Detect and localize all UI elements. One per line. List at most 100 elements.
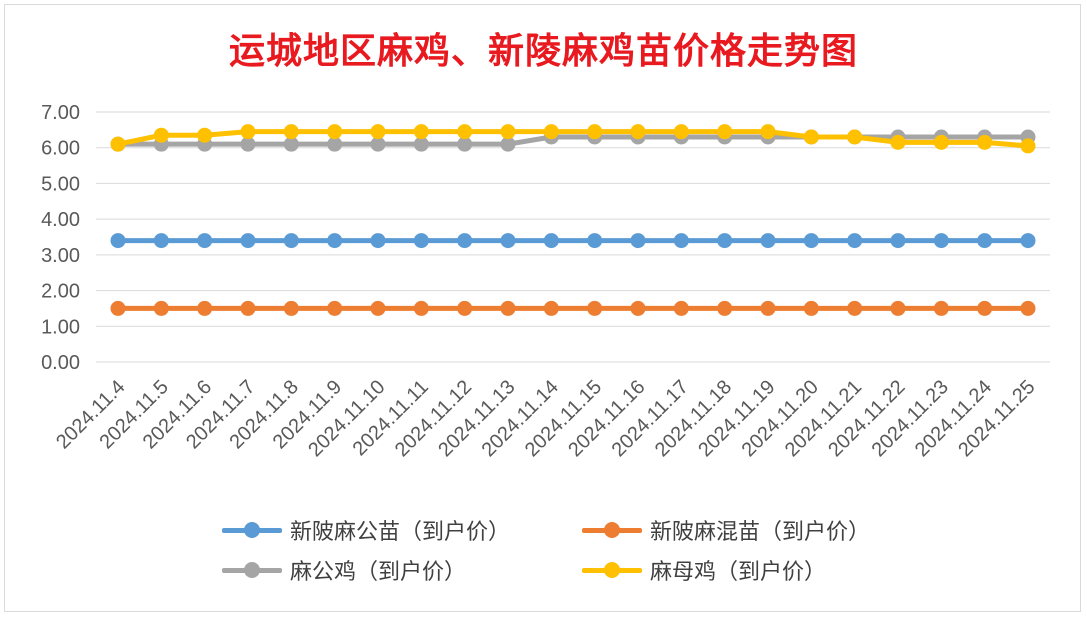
data-point <box>673 300 689 316</box>
y-tick-label: 2.00 <box>41 281 80 303</box>
data-point <box>543 233 559 249</box>
data-point <box>457 124 473 140</box>
data-point <box>977 134 993 150</box>
data-point <box>587 300 603 316</box>
data-point <box>370 300 386 316</box>
data-point <box>803 129 819 145</box>
data-point <box>110 300 126 316</box>
data-point <box>890 300 906 316</box>
data-point <box>500 124 516 140</box>
data-point <box>153 127 169 143</box>
data-point <box>327 124 343 140</box>
data-point <box>543 300 559 316</box>
y-tick-label: 3.00 <box>41 245 80 267</box>
data-point <box>110 136 126 152</box>
legend-item-series-3: 麻公鸡（到户价） <box>222 554 522 586</box>
data-point <box>283 300 299 316</box>
data-point <box>197 233 213 249</box>
y-tick-label: 7.00 <box>41 102 80 124</box>
data-point <box>890 134 906 150</box>
data-point <box>457 136 473 152</box>
data-point <box>717 233 733 249</box>
data-point <box>327 233 343 249</box>
series-line-4 <box>115 129 1031 149</box>
data-point <box>413 233 429 249</box>
data-point <box>543 124 559 140</box>
series-1 <box>110 233 1036 249</box>
series-layer <box>110 124 1036 316</box>
data-point <box>1020 138 1036 154</box>
legend-row-2: 麻公鸡（到户价） 麻母鸡（到户价） <box>222 554 856 586</box>
grid-layer <box>96 111 1050 363</box>
data-point <box>413 124 429 140</box>
data-point <box>197 300 213 316</box>
chart-title: 运城地区麻鸡、新陵麻鸡苗价格走势图 <box>228 30 858 72</box>
data-point <box>717 300 733 316</box>
legend-swatch-series-2 <box>582 520 642 540</box>
data-point <box>1020 233 1036 249</box>
data-point <box>327 300 343 316</box>
data-point <box>587 233 603 249</box>
data-point <box>630 300 646 316</box>
y-tick-label: 6.00 <box>41 138 80 160</box>
data-point <box>327 136 343 152</box>
data-point <box>500 233 516 249</box>
data-point <box>283 124 299 140</box>
data-point <box>630 124 646 140</box>
data-point <box>370 233 386 249</box>
data-point <box>933 300 949 316</box>
data-point <box>110 233 126 249</box>
series-line-3 <box>115 134 1031 147</box>
legend-swatch-series-3 <box>222 560 282 580</box>
data-point <box>760 124 776 140</box>
data-point <box>847 300 863 316</box>
data-point <box>673 233 689 249</box>
data-point <box>457 233 473 249</box>
data-point <box>933 134 949 150</box>
data-point <box>890 233 906 249</box>
data-point <box>240 136 256 152</box>
data-point <box>413 300 429 316</box>
data-point <box>630 233 646 249</box>
legend-label-series-3: 麻公鸡（到户价） <box>290 560 467 585</box>
y-tick-label: 5.00 <box>41 173 80 195</box>
y-axis-ticks: 0.00 1.00 2.00 3.00 4.00 5.00 6.00 7.00 <box>41 102 80 374</box>
data-point <box>760 300 776 316</box>
data-point <box>587 124 603 140</box>
series-2 <box>110 300 1036 316</box>
data-point <box>847 233 863 249</box>
legend-label-series-1: 新陂麻公苗（到户价） <box>290 520 511 545</box>
y-tick-label: 1.00 <box>41 316 80 338</box>
data-point <box>847 129 863 145</box>
data-point <box>760 233 776 249</box>
data-point <box>153 300 169 316</box>
legend-label-series-4: 麻母鸡（到户价） <box>650 560 827 585</box>
data-point <box>153 233 169 249</box>
legend-row-1: 新陂麻公苗（到户价） 新陂麻混苗（到户价） <box>222 514 900 546</box>
data-point <box>283 233 299 249</box>
legend-item-series-1: 新陂麻公苗（到户价） <box>222 514 522 546</box>
data-point <box>240 124 256 140</box>
data-point <box>500 300 516 316</box>
data-point <box>1020 300 1036 316</box>
data-point <box>413 136 429 152</box>
data-point <box>977 300 993 316</box>
legend-label-series-2: 新陂麻混苗（到户价） <box>650 520 871 545</box>
data-point <box>977 233 993 249</box>
legend-item-series-4: 麻母鸡（到户价） <box>582 554 826 586</box>
data-point <box>197 127 213 143</box>
data-point <box>717 124 733 140</box>
series-4 <box>110 124 1036 154</box>
y-tick-label: 0.00 <box>41 352 80 374</box>
x-axis-ticks: 2024.11.42024.11.52024.11.62024.11.72024… <box>52 376 1039 461</box>
legend-swatch-series-1 <box>222 520 282 540</box>
data-point <box>803 300 819 316</box>
data-point <box>283 136 299 152</box>
data-point <box>370 136 386 152</box>
data-point <box>240 233 256 249</box>
data-point <box>240 300 256 316</box>
data-point <box>673 124 689 140</box>
data-point <box>500 136 516 152</box>
y-tick-label: 4.00 <box>41 209 80 231</box>
data-point <box>457 300 473 316</box>
